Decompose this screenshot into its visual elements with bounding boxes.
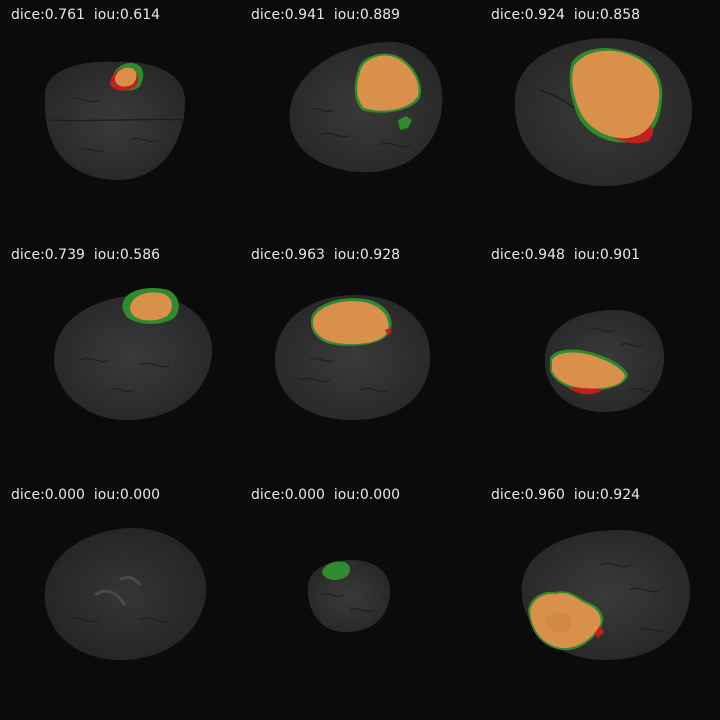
brain-slice <box>44 61 186 180</box>
brain-slice <box>54 295 213 421</box>
prediction-region <box>385 328 392 335</box>
iou-score: iou:0.889 <box>333 7 401 23</box>
brain-slice <box>44 527 207 660</box>
overlap-region <box>552 352 625 389</box>
iou-score: iou:0.000 <box>93 487 161 503</box>
panel-4: dice:0.739 iou:0.586 <box>0 240 240 480</box>
brain-scan-6 <box>545 310 665 412</box>
metric-label-4: dice:0.739 iou:0.586 <box>11 245 160 265</box>
brain-sulci <box>69 97 161 153</box>
ground-truth-fragment <box>398 116 412 130</box>
dice-score: dice:0.960 <box>491 487 565 503</box>
brain-scan-2 <box>289 41 443 173</box>
dice-score: dice:0.739 <box>11 247 85 263</box>
ventricles <box>94 576 142 606</box>
iou-score: iou:0.928 <box>333 247 401 263</box>
dice-score: dice:0.948 <box>491 247 565 263</box>
iou-score: iou:0.586 <box>93 247 161 263</box>
dice-score: dice:0.941 <box>251 7 325 23</box>
metric-label-8: dice:0.000 iou:0.000 <box>251 485 400 505</box>
overlap-region <box>572 50 660 139</box>
brain-scan-9 <box>521 530 691 660</box>
brain-sulci <box>309 107 411 148</box>
iou-score: iou:0.000 <box>333 487 401 503</box>
brain-scan-1 <box>44 61 186 180</box>
overlap-shading <box>545 612 572 633</box>
iou-score: iou:0.614 <box>93 7 161 23</box>
dice-score: dice:0.761 <box>11 7 85 23</box>
brain-sulci <box>319 592 375 613</box>
dice-score: dice:0.000 <box>11 487 85 503</box>
metric-label-6: dice:0.948 iou:0.901 <box>491 245 640 265</box>
brain-scan-8 <box>307 560 391 632</box>
metric-label-3: dice:0.924 iou:0.858 <box>491 5 640 25</box>
brain-scan-3 <box>514 38 693 187</box>
brain-midline <box>49 118 183 122</box>
brain-sulci <box>599 562 665 633</box>
overlap-region <box>115 67 137 87</box>
panel-3: dice:0.924 iou:0.858 <box>480 0 720 240</box>
brain-sulci <box>299 357 391 393</box>
metric-label-5: dice:0.963 iou:0.928 <box>251 245 400 265</box>
metric-label-1: dice:0.761 iou:0.614 <box>11 5 160 25</box>
panel-9: dice:0.960 iou:0.924 <box>480 480 720 720</box>
metric-label-9: dice:0.960 iou:0.924 <box>491 485 640 505</box>
panel-8: dice:0.000 iou:0.000 <box>240 480 480 720</box>
ground-truth-region <box>322 561 350 580</box>
brain-sulci <box>69 617 171 623</box>
dice-score: dice:0.000 <box>251 487 325 503</box>
iou-score: iou:0.858 <box>573 7 641 23</box>
panel-6: dice:0.948 iou:0.901 <box>480 240 720 480</box>
panel-2: dice:0.941 iou:0.889 <box>240 0 480 240</box>
brain-scan-5 <box>275 295 431 420</box>
iou-score: iou:0.924 <box>573 487 641 503</box>
brain-sulci <box>79 357 171 393</box>
metric-label-2: dice:0.941 iou:0.889 <box>251 5 400 25</box>
dice-score: dice:0.924 <box>491 7 565 23</box>
brain-scan-4 <box>54 288 213 421</box>
iou-score: iou:0.901 <box>573 247 641 263</box>
overlap-region <box>129 292 172 321</box>
panel-7: dice:0.000 iou:0.000 <box>0 480 240 720</box>
dice-score: dice:0.963 <box>251 247 325 263</box>
panel-1: dice:0.761 iou:0.614 <box>0 0 240 240</box>
overlap-region <box>312 301 389 345</box>
metric-label-7: dice:0.000 iou:0.000 <box>11 485 160 505</box>
brain-scan-7 <box>44 527 207 660</box>
brain-sulci <box>589 327 655 393</box>
panel-5: dice:0.963 iou:0.928 <box>240 240 480 480</box>
overlap-region <box>357 55 419 111</box>
